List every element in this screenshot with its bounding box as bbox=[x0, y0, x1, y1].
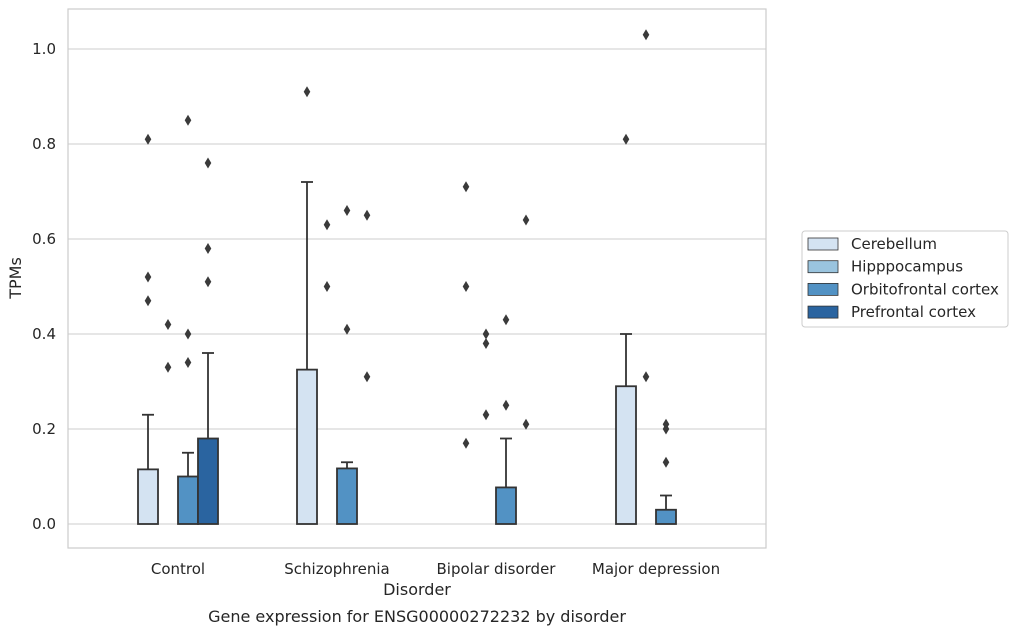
x-axis-title: Disorder bbox=[383, 580, 451, 599]
outlier-points bbox=[144, 29, 670, 468]
outlier-point bbox=[184, 357, 192, 368]
y-tick-label: 0.8 bbox=[32, 135, 56, 153]
y-tick-label: 0.0 bbox=[32, 515, 56, 533]
legend-label: Prefrontal cortex bbox=[851, 303, 976, 321]
bar bbox=[137, 468, 159, 525]
x-tick-label: Bipolar disorder bbox=[437, 560, 557, 578]
x-tick-label: Major depression bbox=[592, 560, 720, 578]
bar bbox=[177, 475, 199, 525]
bar bbox=[495, 486, 517, 525]
y-tick-label: 0.6 bbox=[32, 230, 56, 248]
outlier-point bbox=[502, 314, 510, 326]
bars bbox=[137, 368, 677, 525]
error-bars bbox=[142, 181, 672, 510]
outlier-point bbox=[343, 205, 351, 216]
bar bbox=[296, 368, 318, 525]
bar bbox=[197, 437, 219, 525]
outlier-point bbox=[502, 399, 510, 411]
outlier-point bbox=[323, 281, 331, 292]
outlier-point bbox=[482, 338, 490, 349]
bar bbox=[336, 467, 358, 525]
outlier-point bbox=[184, 328, 192, 340]
outlier-point bbox=[622, 133, 630, 145]
outlier-point bbox=[482, 409, 490, 421]
outlier-point bbox=[363, 371, 371, 383]
legend-label: Hipppocampus bbox=[851, 258, 963, 276]
y-tick-label: 1.0 bbox=[32, 40, 56, 58]
outlier-point bbox=[164, 361, 172, 373]
gridlines bbox=[68, 48, 766, 525]
legend-swatch bbox=[807, 260, 839, 274]
outlier-point bbox=[522, 214, 530, 226]
chart-caption: Gene expression for ENSG00000272232 by d… bbox=[208, 607, 626, 626]
outlier-point bbox=[642, 371, 650, 383]
outlier-point bbox=[363, 209, 371, 221]
outlier-point bbox=[522, 418, 530, 430]
outlier-point bbox=[642, 29, 650, 41]
legend-label: Cerebellum bbox=[851, 235, 937, 253]
legend-swatch bbox=[807, 282, 839, 296]
legend-label: Orbitofrontal cortex bbox=[851, 280, 999, 298]
outlier-point bbox=[662, 423, 670, 435]
outlier-point bbox=[144, 133, 152, 145]
outlier-point bbox=[482, 328, 490, 340]
y-tick-label: 0.2 bbox=[32, 420, 56, 438]
legend-swatch bbox=[807, 305, 839, 319]
x-tick-label: Schizophrenia bbox=[284, 560, 389, 578]
axes: 0.0 0.2 0.4 0.6 0.8 1.0 Control Schizophrenia Bi… bbox=[32, 8, 767, 578]
outlier-point bbox=[462, 437, 470, 449]
plot-frame bbox=[67, 8, 767, 549]
outlier-point bbox=[462, 281, 470, 292]
y-axis-title: TPMs bbox=[6, 257, 25, 300]
outlier-point bbox=[323, 219, 331, 231]
outlier-point bbox=[303, 86, 311, 98]
outlier-point bbox=[204, 243, 212, 254]
outlier-point bbox=[662, 456, 670, 468]
outlier-point bbox=[462, 181, 470, 193]
y-tick-label: 0.4 bbox=[32, 325, 56, 343]
outlier-point bbox=[204, 157, 212, 169]
legend-swatch bbox=[807, 237, 839, 251]
outlier-point bbox=[144, 295, 152, 307]
outlier-point bbox=[204, 276, 212, 288]
legend-frame bbox=[801, 230, 1009, 328]
outlier-point bbox=[144, 271, 152, 283]
outlier-point bbox=[184, 114, 192, 126]
outlier-point bbox=[343, 323, 351, 335]
legend: Cerebellum Hipppocampus Orbitofrontal cort… bbox=[801, 230, 1009, 328]
bar bbox=[615, 385, 637, 525]
outlier-point bbox=[164, 319, 172, 330]
bar bbox=[655, 508, 677, 525]
x-tick-label: Control bbox=[151, 560, 205, 578]
